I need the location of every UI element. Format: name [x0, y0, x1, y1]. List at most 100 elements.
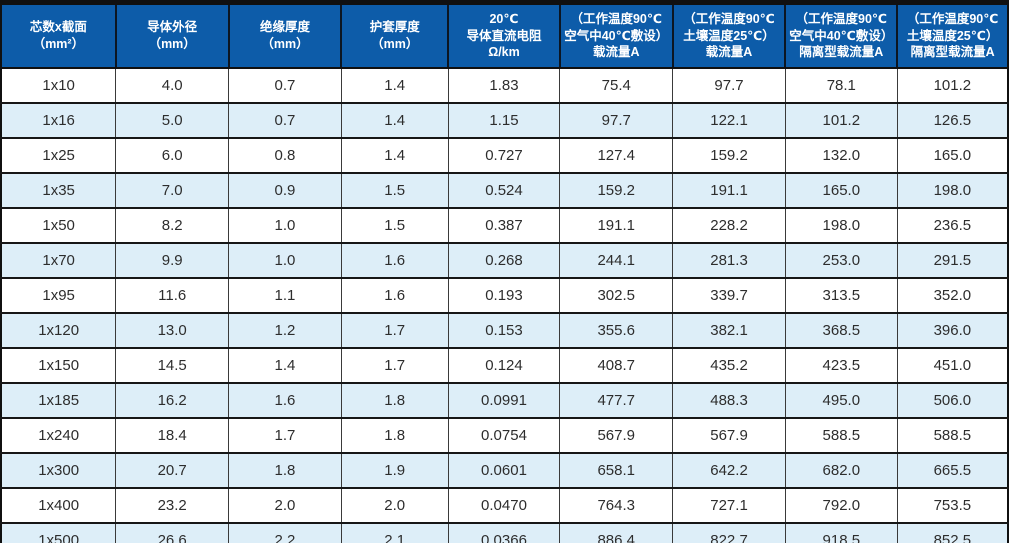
- table-cell: 352.0: [896, 277, 1008, 313]
- column-header-line: 空气中40℃敷设）: [789, 28, 894, 43]
- table-cell: 682.0: [784, 452, 898, 488]
- table-cell: 244.1: [559, 242, 673, 278]
- table-cell: 1x150: [1, 347, 116, 383]
- table-cell: 423.5: [784, 347, 898, 383]
- column-header-line: （工作温度90℃: [683, 11, 775, 26]
- table-cell: 0.524: [447, 172, 560, 208]
- table-cell: 0.124: [447, 347, 560, 383]
- table-cell: 886.4: [559, 522, 673, 543]
- table-cell: 1.8: [340, 382, 449, 418]
- table-cell: 396.0: [896, 312, 1008, 348]
- table-row-1x185: 1x185 16.2 1.6 1.8 0.0991 477.7 488.3 495.0 506.…: [1, 382, 1008, 418]
- table-cell: 1.4: [340, 137, 449, 173]
- table-cell: 0.193: [447, 277, 560, 313]
- column-header-insulation-thickness: 绝缘厚度 （mm）: [227, 2, 342, 69]
- table-cell: 1.8: [340, 417, 449, 453]
- table-cell: 1.5: [340, 207, 449, 243]
- table-cell: 236.5: [896, 207, 1008, 243]
- column-header-sheath-thickness: 护套厚度 （mm）: [340, 2, 449, 69]
- table-cell: 0.727: [447, 137, 560, 173]
- table-cell: 1.8: [228, 452, 342, 488]
- table-row-1x70: 1x70 9.9 1.0 1.6 0.268 244.1 281.3 253.0 291.5: [1, 242, 1008, 278]
- table-cell: 642.2: [672, 452, 786, 488]
- table-cell: 2.0: [228, 487, 342, 523]
- table-cell: 1x240: [1, 417, 116, 453]
- column-header-line: 土壤温度25℃）: [906, 28, 999, 43]
- column-header-ampacity-air: （工作温度90℃ 空气中40℃敷设） 载流量A: [558, 2, 673, 69]
- table-cell: 1.4: [340, 102, 449, 138]
- table-cell: 16.2: [115, 382, 229, 418]
- column-header-ampacity-soil-isolated: （工作温度90℃ 土壤温度25℃） 隔离型载流量A: [896, 2, 1008, 69]
- table-cell: 228.2: [672, 207, 786, 243]
- table-cell: 191.1: [672, 172, 786, 208]
- column-header-line: 载流量A: [705, 45, 753, 60]
- table-cell: 1.83: [447, 68, 560, 103]
- table-cell: 198.0: [784, 207, 898, 243]
- table-cell: 1.7: [340, 312, 449, 348]
- table-cell: 0.8: [228, 137, 342, 173]
- table-cell: 1x70: [1, 242, 116, 278]
- table-row-1x35: 1x35 7.0 0.9 1.5 0.524 159.2 191.1 165.0 198.0: [1, 172, 1008, 208]
- column-header-line: （mm）: [148, 37, 196, 51]
- table-cell: 1.2: [228, 312, 342, 348]
- column-header-line: （工作温度90℃: [906, 11, 999, 26]
- table-cell: 13.0: [115, 312, 229, 348]
- table-cell: 588.5: [896, 417, 1008, 453]
- table-cell: 8.2: [115, 207, 229, 243]
- table-cell: 0.9: [228, 172, 342, 208]
- table-cell: 14.5: [115, 347, 229, 383]
- column-header-ampacity-soil: （工作温度90℃ 土壤温度25℃） 载流量A: [671, 2, 786, 69]
- table-cell: 159.2: [672, 137, 786, 173]
- column-header-line: 导体直流电阻: [466, 28, 542, 43]
- column-header-line: 空气中40℃敷设）: [564, 28, 669, 43]
- column-header-line: （mm）: [261, 37, 309, 51]
- table-cell: 1.1: [228, 277, 342, 313]
- table-cell: 1.7: [340, 347, 449, 383]
- table-header: 芯数x截面 （mm²） 导体外径 （mm） 绝缘厚度 （mm） 护套厚度 （mm） 20℃ 导体直…: [1, 2, 1008, 69]
- table-cell: 0.153: [447, 312, 560, 348]
- table-cell: 1.0: [228, 207, 342, 243]
- table-cell: 0.268: [447, 242, 560, 278]
- table-cell: 97.7: [559, 102, 673, 138]
- table-row-1x150: 1x150 14.5 1.4 1.7 0.124 408.7 435.2 423.5 451.0: [1, 347, 1008, 383]
- table-cell: 382.1: [672, 312, 786, 348]
- table-cell: 0.0991: [447, 382, 560, 418]
- table-cell: 198.0: [896, 172, 1008, 208]
- table-cell: 75.4: [559, 68, 673, 103]
- table-cell: 5.0: [115, 102, 229, 138]
- table-row-1x400: 1x400 23.2 2.0 2.0 0.0470 764.3 727.1 792.0 753.…: [1, 487, 1008, 523]
- column-header-line: 绝缘厚度: [259, 20, 310, 35]
- table-cell: 126.5: [896, 102, 1008, 138]
- table-cell: 1x25: [1, 137, 116, 173]
- table-body: 1x10 4.0 0.7 1.4 1.83 75.4 97.7 78.1 101.2 1x16 5.…: [1, 68, 1008, 543]
- table-cell: 6.0: [115, 137, 229, 173]
- table-cell: 2.0: [340, 487, 449, 523]
- table-cell: 0.0470: [447, 487, 560, 523]
- table-row-1x300: 1x300 20.7 1.8 1.9 0.0601 658.1 642.2 682.0 665.…: [1, 452, 1008, 488]
- table-row-1x16: 1x16 5.0 0.7 1.4 1.15 97.7 122.1 101.2 126.5: [1, 102, 1008, 138]
- table-cell: 313.5: [784, 277, 898, 313]
- column-header-line: （工作温度90℃: [795, 11, 888, 26]
- table-row-1x120: 1x120 13.0 1.2 1.7 0.153 355.6 382.1 368.5 396.0: [1, 312, 1008, 348]
- table-cell: 918.5: [784, 522, 898, 543]
- table-cell: 0.7: [228, 68, 342, 103]
- table-cell: 1.6: [340, 277, 449, 313]
- table-row-1x240: 1x240 18.4 1.7 1.8 0.0754 567.9 567.9 588.5 588.…: [1, 417, 1008, 453]
- table-cell: 191.1: [559, 207, 673, 243]
- column-header-line: （工作温度90℃: [570, 11, 663, 26]
- column-header-line: （mm）: [371, 37, 419, 51]
- table-cell: 1x50: [1, 207, 116, 243]
- table-cell: 0.0601: [447, 452, 560, 488]
- table-cell: 495.0: [784, 382, 898, 418]
- table-cell: 302.5: [559, 277, 673, 313]
- table-cell: 1.15: [447, 102, 560, 138]
- column-header-line: 护套厚度: [369, 20, 420, 35]
- table-cell: 588.5: [784, 417, 898, 453]
- table-row-1x10: 1x10 4.0 0.7 1.4 1.83 75.4 97.7 78.1 101.2: [1, 68, 1008, 103]
- table-cell: 506.0: [896, 382, 1008, 418]
- table-cell: 753.5: [896, 487, 1008, 523]
- table-cell: 1x300: [1, 452, 116, 488]
- table-cell: 567.9: [672, 417, 786, 453]
